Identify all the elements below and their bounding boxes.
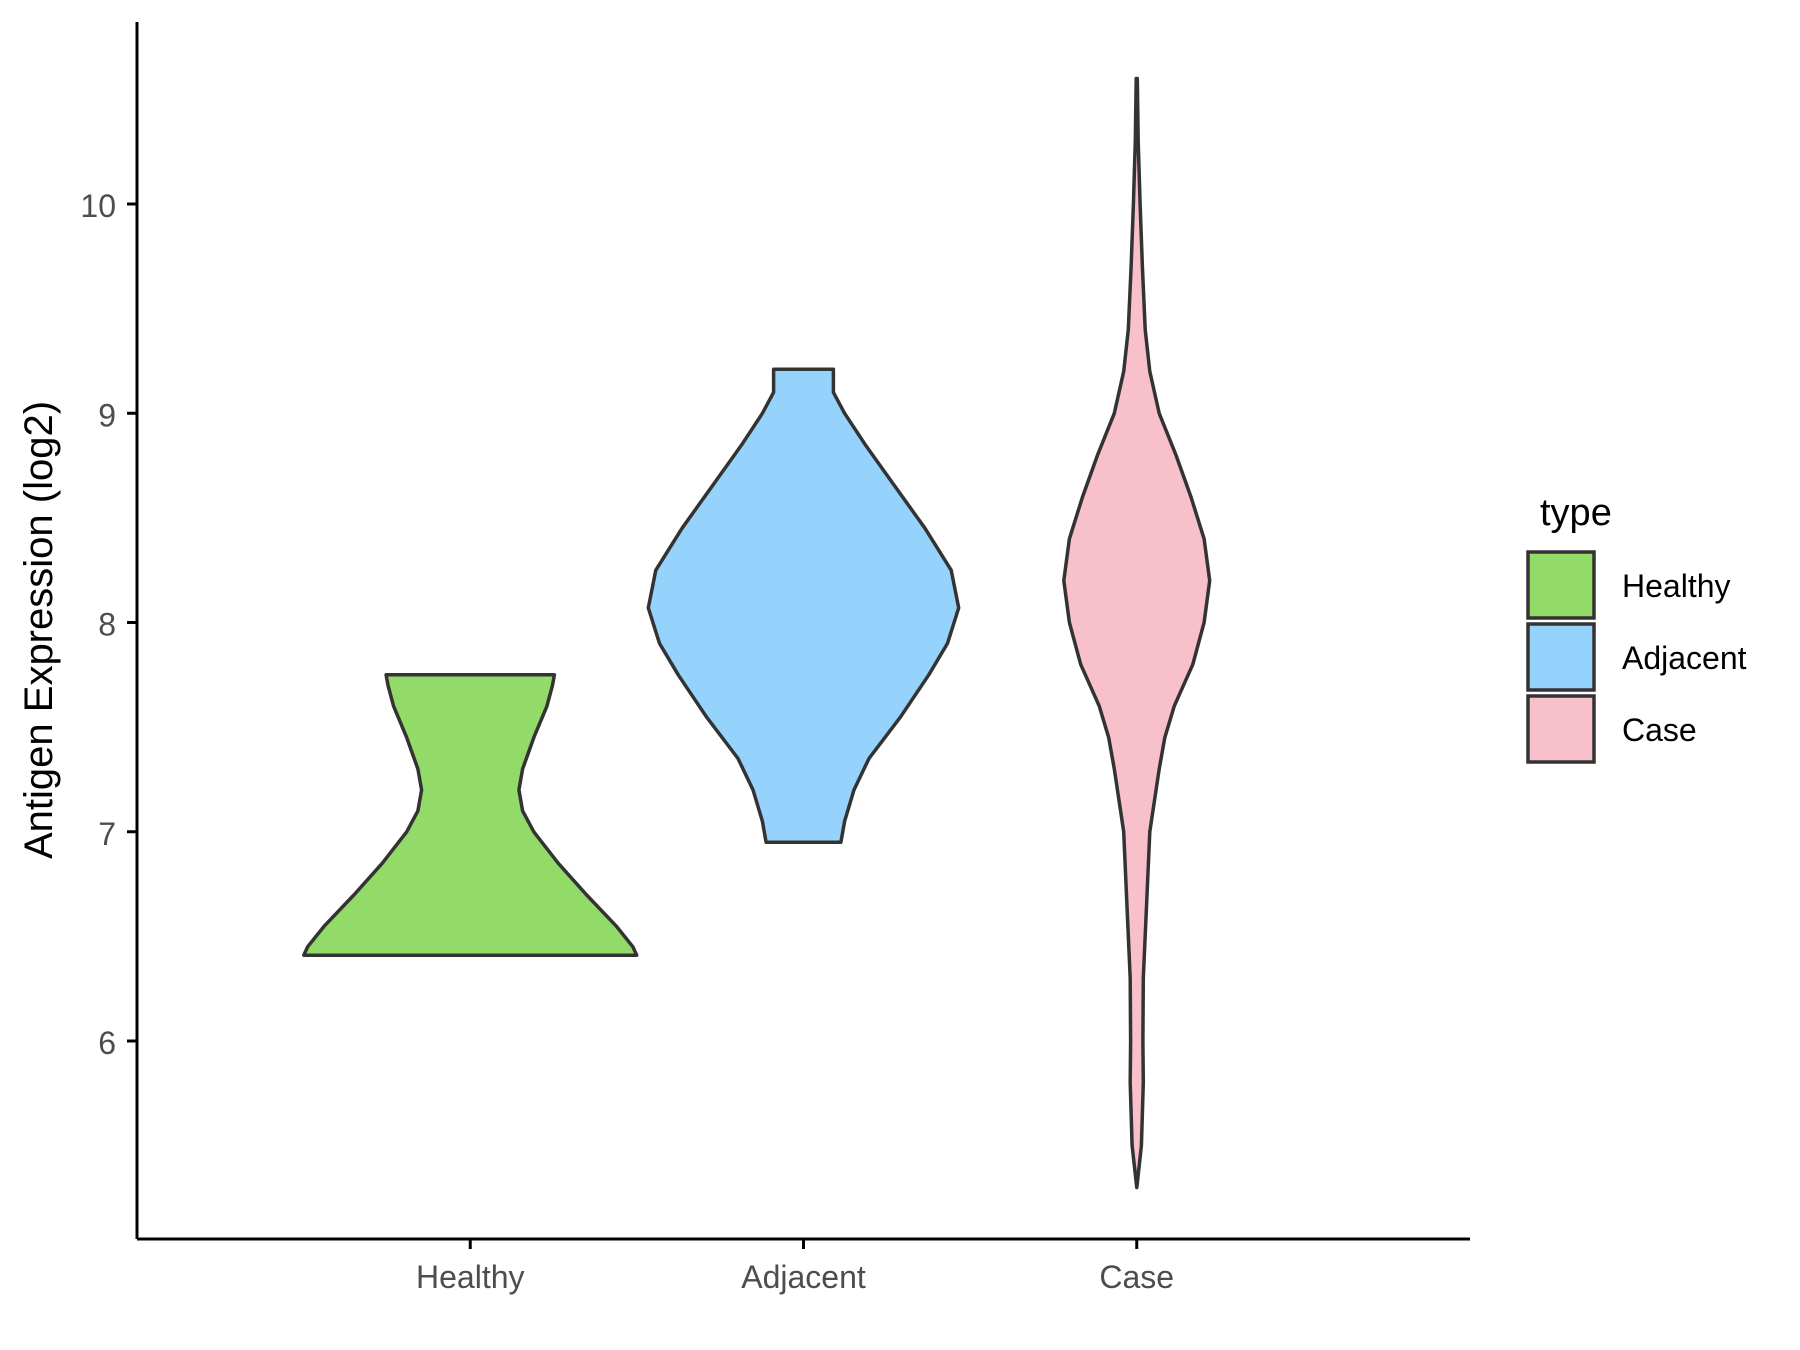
violin-adjacent bbox=[646, 367, 961, 844]
y-tick-label: 10 bbox=[80, 188, 116, 224]
plot-area bbox=[302, 76, 1212, 1190]
legend-label: Case bbox=[1622, 712, 1697, 748]
legend-key-healthy bbox=[1526, 550, 1596, 620]
x-tick-label: Case bbox=[1099, 1259, 1174, 1295]
x-tick-label: Adjacent bbox=[741, 1259, 866, 1295]
y-tick-label: 6 bbox=[98, 1025, 116, 1061]
legend-key-adjacent bbox=[1526, 622, 1596, 692]
y-tick-label: 8 bbox=[98, 607, 116, 643]
legend-title: type bbox=[1540, 492, 1612, 534]
violin-healthy bbox=[302, 673, 639, 957]
legend-entries: Healthy Adjacent Case bbox=[1526, 550, 1747, 764]
y-tick-label: 7 bbox=[98, 816, 116, 852]
legend-label: Adjacent bbox=[1622, 640, 1747, 676]
violin-case bbox=[1062, 76, 1212, 1190]
legend-key-case bbox=[1526, 694, 1596, 764]
y-tick-label: 9 bbox=[98, 397, 116, 433]
x-ticks: Healthy Adjacent Case bbox=[416, 1239, 1174, 1295]
x-tick-label: Healthy bbox=[416, 1259, 525, 1295]
axes: 6 7 8 9 10 Healthy Adjacent Case bbox=[80, 22, 1470, 1295]
y-ticks: 6 7 8 9 10 bbox=[80, 188, 137, 1061]
legend-label: Healthy bbox=[1622, 568, 1731, 604]
y-axis-title: Antigen Expression (log2) bbox=[17, 401, 61, 859]
legend: type Healthy Adjacent Case bbox=[1526, 492, 1747, 764]
